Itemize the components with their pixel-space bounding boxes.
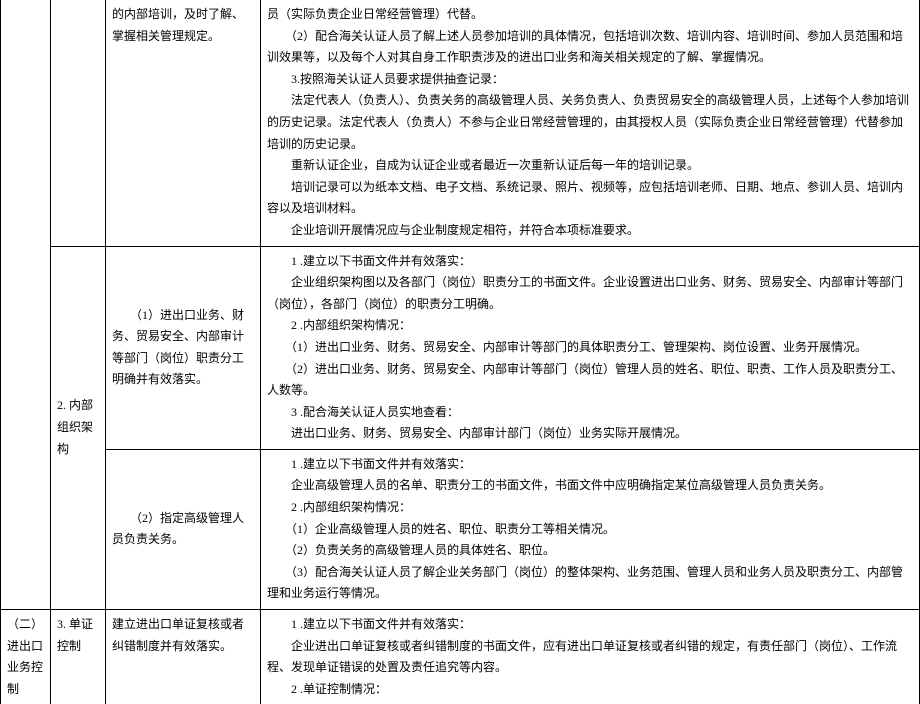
criteria-cell: 建立进出口单证复核或者纠错制度并有效落实。 — [106, 610, 261, 704]
detail-cell: 员（实际负责企业日常经营管理）代替。 （2）配合海关认证人员了解上述人员参加培训… — [261, 0, 920, 246]
criteria-cell: （1）进出口业务、财务、贸易安全、内部审计等部门（岗位）职责分工明确并有效落实。 — [106, 246, 261, 449]
detail-cell: 1 .建立以下书面文件并有效落实： 企业组织架构图以及各部门（岗位）职责分工的书… — [261, 246, 920, 449]
criteria-cell: （2）指定高级管理人员负责关务。 — [106, 449, 261, 609]
section-category: （二）进出口业务控制 — [1, 610, 51, 704]
detail-cell: 1 .建立以下书面文件并有效落实： 企业进出口单证复核或者纠错制度的书面文件，应… — [261, 610, 920, 704]
item-number: 3. 单证控制 — [51, 610, 106, 704]
item-number: 2. 内部组织架构 — [51, 246, 106, 610]
item-number — [51, 0, 106, 246]
document-table: 的内部培训，及时了解、掌握相关管理规定。员（实际负责企业日常经营管理）代替。 （… — [0, 0, 920, 704]
criteria-cell: 的内部培训，及时了解、掌握相关管理规定。 — [106, 0, 261, 246]
section-category — [1, 0, 51, 610]
detail-cell: 1 .建立以下书面文件并有效落实： 企业高级管理人员的名单、职责分工的书面文件，… — [261, 449, 920, 609]
